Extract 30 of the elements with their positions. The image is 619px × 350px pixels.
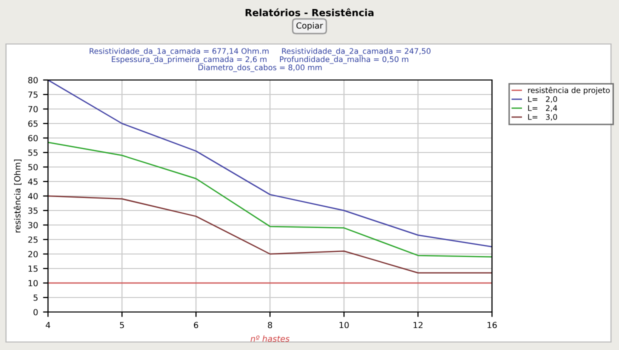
x-tick-label: 6 xyxy=(194,322,198,328)
y-tick-label: 70 xyxy=(28,106,38,112)
y-tick-label: 35 xyxy=(28,207,38,214)
y-tick-label: 10 xyxy=(28,280,38,286)
y-tick-label: 40 xyxy=(28,192,38,200)
y-tick-label: 25 xyxy=(28,236,38,243)
x-tick-label: 5 xyxy=(120,322,124,328)
x-tick-label: 16 xyxy=(488,322,497,328)
x-tick-label: 8 xyxy=(268,322,272,328)
y-tick-label: 75 xyxy=(28,92,38,98)
y-tick-label: 80 xyxy=(28,76,38,84)
y-tick-label: 5 xyxy=(34,294,38,301)
line-series xyxy=(48,142,492,258)
y-tick-label: 60 xyxy=(28,134,38,142)
y-tick-label: 55 xyxy=(28,150,38,156)
line-series xyxy=(48,195,492,274)
x-tick-label: 10 xyxy=(340,322,349,328)
x-tick-label: 4 xyxy=(46,322,50,328)
chart-title: Relatórios - Resistência xyxy=(246,8,374,16)
x-tick-label: 12 xyxy=(414,322,422,328)
text: Copiar xyxy=(296,22,324,30)
y-axis-title: resistência [Ohm] xyxy=(14,160,22,232)
y-tick-label: 15 xyxy=(28,266,38,272)
y-tick-label: 0 xyxy=(34,308,38,316)
y-tick-label: 30 xyxy=(28,222,38,228)
y-tick-label: 45 xyxy=(28,178,38,185)
x-axis-title: nº hastes xyxy=(250,335,290,342)
y-tick-label: 20 xyxy=(28,250,38,258)
y-tick-label: 65 xyxy=(28,120,38,127)
y-tick-label: 50 xyxy=(28,164,38,170)
